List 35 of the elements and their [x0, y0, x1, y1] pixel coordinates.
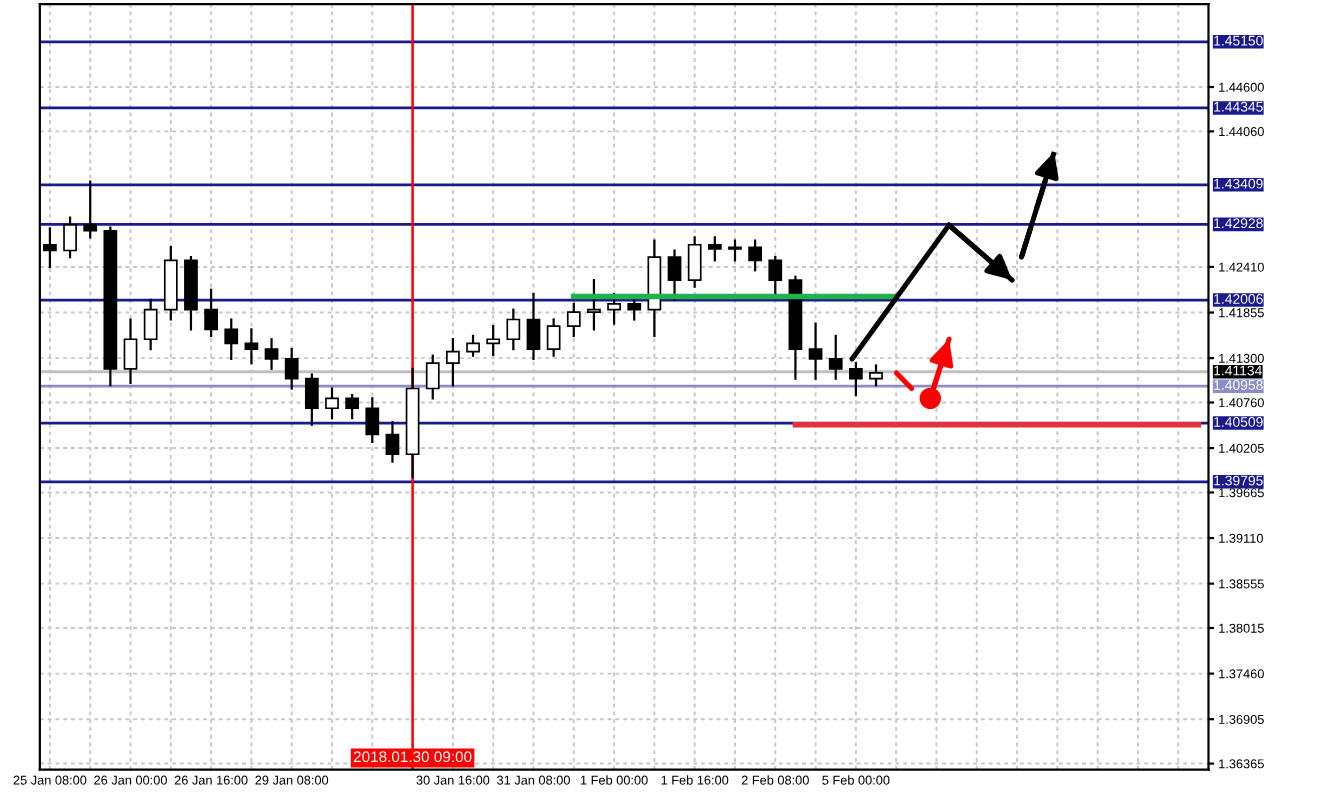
candlestick	[244, 328, 259, 365]
candlestick	[667, 249, 682, 301]
candlestick	[869, 364, 883, 387]
candlestick	[848, 361, 863, 397]
candlestick	[365, 397, 380, 444]
candlestick	[143, 298, 158, 351]
candlestick	[627, 295, 642, 321]
candlestick	[385, 421, 400, 463]
candlestick	[707, 236, 722, 262]
candlestick	[808, 322, 823, 380]
candlestick	[748, 239, 763, 272]
candlestick	[566, 302, 581, 338]
candlestick	[506, 308, 521, 351]
candlestick	[486, 324, 501, 356]
candlestick	[687, 236, 702, 288]
candlestick	[526, 292, 541, 361]
candlestick	[466, 334, 480, 357]
candlestick	[224, 318, 239, 361]
candlestick	[546, 318, 561, 357]
candlestick	[425, 354, 440, 400]
candlestick	[828, 334, 843, 380]
candlestick	[63, 216, 77, 259]
candlestick	[768, 255, 783, 298]
candlestick	[123, 318, 138, 384]
candlestick	[607, 292, 621, 325]
candlestick	[587, 278, 601, 331]
candlestick	[728, 239, 742, 262]
candlestick	[284, 347, 299, 390]
candlestick	[446, 338, 460, 387]
candlestick	[325, 387, 339, 420]
candlestick	[204, 288, 218, 338]
candlestick	[345, 393, 360, 420]
candlestick	[264, 338, 279, 370]
candlestick	[83, 180, 98, 239]
candlestick	[304, 373, 319, 426]
